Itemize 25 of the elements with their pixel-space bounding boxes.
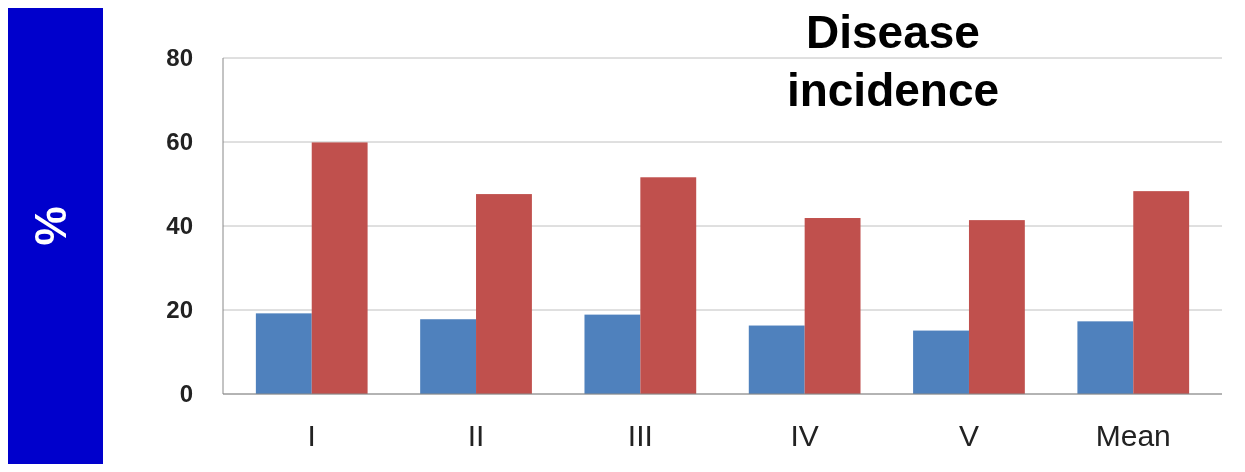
bar <box>804 218 861 394</box>
y-tick-label: 0 <box>179 380 193 408</box>
y-tick-label: 80 <box>166 44 193 72</box>
bar <box>255 313 312 394</box>
y-tick-label: 40 <box>166 212 193 240</box>
x-tick-label: IV <box>790 419 819 452</box>
x-tick-label: I <box>307 419 316 452</box>
bar <box>311 142 368 394</box>
bar <box>476 194 532 394</box>
bar <box>913 330 969 394</box>
y-axis-title: % <box>26 206 75 246</box>
chart-title: Disease incidence <box>786 6 1000 116</box>
bar <box>968 220 1025 394</box>
bar <box>1133 191 1190 394</box>
x-tick-label: II <box>467 419 485 452</box>
x-tick-label: V <box>958 419 979 452</box>
bar <box>584 314 641 394</box>
y-tick-label: 60 <box>166 128 193 156</box>
bar <box>1077 321 1134 394</box>
bar <box>748 325 805 394</box>
bar <box>420 319 477 394</box>
x-tick-label: III <box>627 419 653 452</box>
x-tick-label: Mean <box>1095 419 1171 452</box>
y-tick-label: 20 <box>166 296 193 324</box>
bar <box>640 177 697 394</box>
